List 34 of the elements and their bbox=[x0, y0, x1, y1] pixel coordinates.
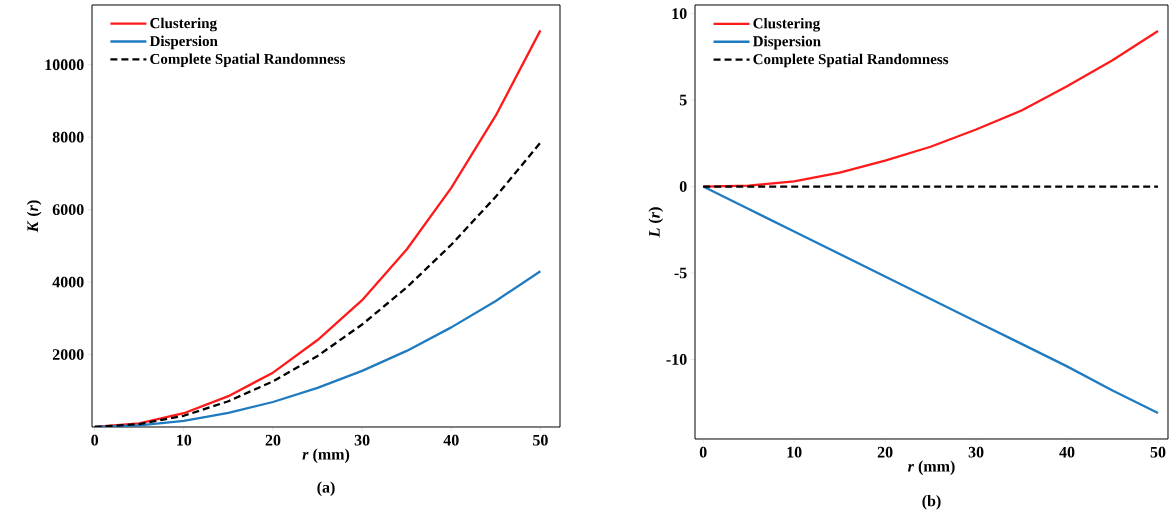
y-tick-label: -5 bbox=[674, 267, 687, 279]
x-tick-label: 10 bbox=[177, 434, 192, 446]
y-tick-label: -10 bbox=[666, 354, 687, 365]
legend-label: Clustering bbox=[150, 17, 217, 32]
legend-label: Complete Spatial Randomness bbox=[150, 53, 346, 68]
legend-label: Complete Spatial Randomness bbox=[753, 53, 949, 68]
y-tick-label: 0 bbox=[679, 181, 687, 192]
y-tick-label: 5 bbox=[679, 94, 687, 106]
y-tick-label: 6000 bbox=[52, 204, 84, 216]
x-tick-label: 20 bbox=[877, 446, 893, 458]
y-axis-title: L (r) bbox=[648, 207, 664, 238]
y-tick-label: 8000 bbox=[52, 131, 84, 143]
x-tick-label: 10 bbox=[787, 446, 802, 458]
text: (a) bbox=[317, 481, 335, 496]
legend-label: Clustering bbox=[753, 17, 821, 32]
x-tick-label: 40 bbox=[1059, 446, 1075, 458]
y-tick-label: 2000 bbox=[52, 349, 84, 360]
x-tick-label: 50 bbox=[533, 434, 548, 446]
y-tick-label: 4000 bbox=[52, 276, 84, 288]
x-tick-label: 30 bbox=[968, 446, 984, 458]
x-tick-label: 50 bbox=[1150, 446, 1166, 458]
legend-label: Dispersion bbox=[149, 35, 218, 50]
x-axis-title: r (mm) bbox=[908, 460, 955, 475]
y-tick-label: 10 bbox=[672, 8, 687, 20]
x-tick-label: 0 bbox=[699, 446, 707, 458]
y-tick-label: 10000 bbox=[45, 59, 84, 71]
legend-label: Dispersion bbox=[752, 35, 821, 50]
x-tick-label: 40 bbox=[443, 434, 459, 446]
y-axis-title: K (r) bbox=[26, 200, 42, 233]
x-axis-title: r (mm) bbox=[302, 448, 350, 463]
text: (b) bbox=[922, 495, 941, 510]
x-tick-label: 20 bbox=[265, 434, 281, 446]
x-tick-label: 30 bbox=[354, 434, 370, 446]
x-tick-label: 0 bbox=[91, 434, 99, 446]
